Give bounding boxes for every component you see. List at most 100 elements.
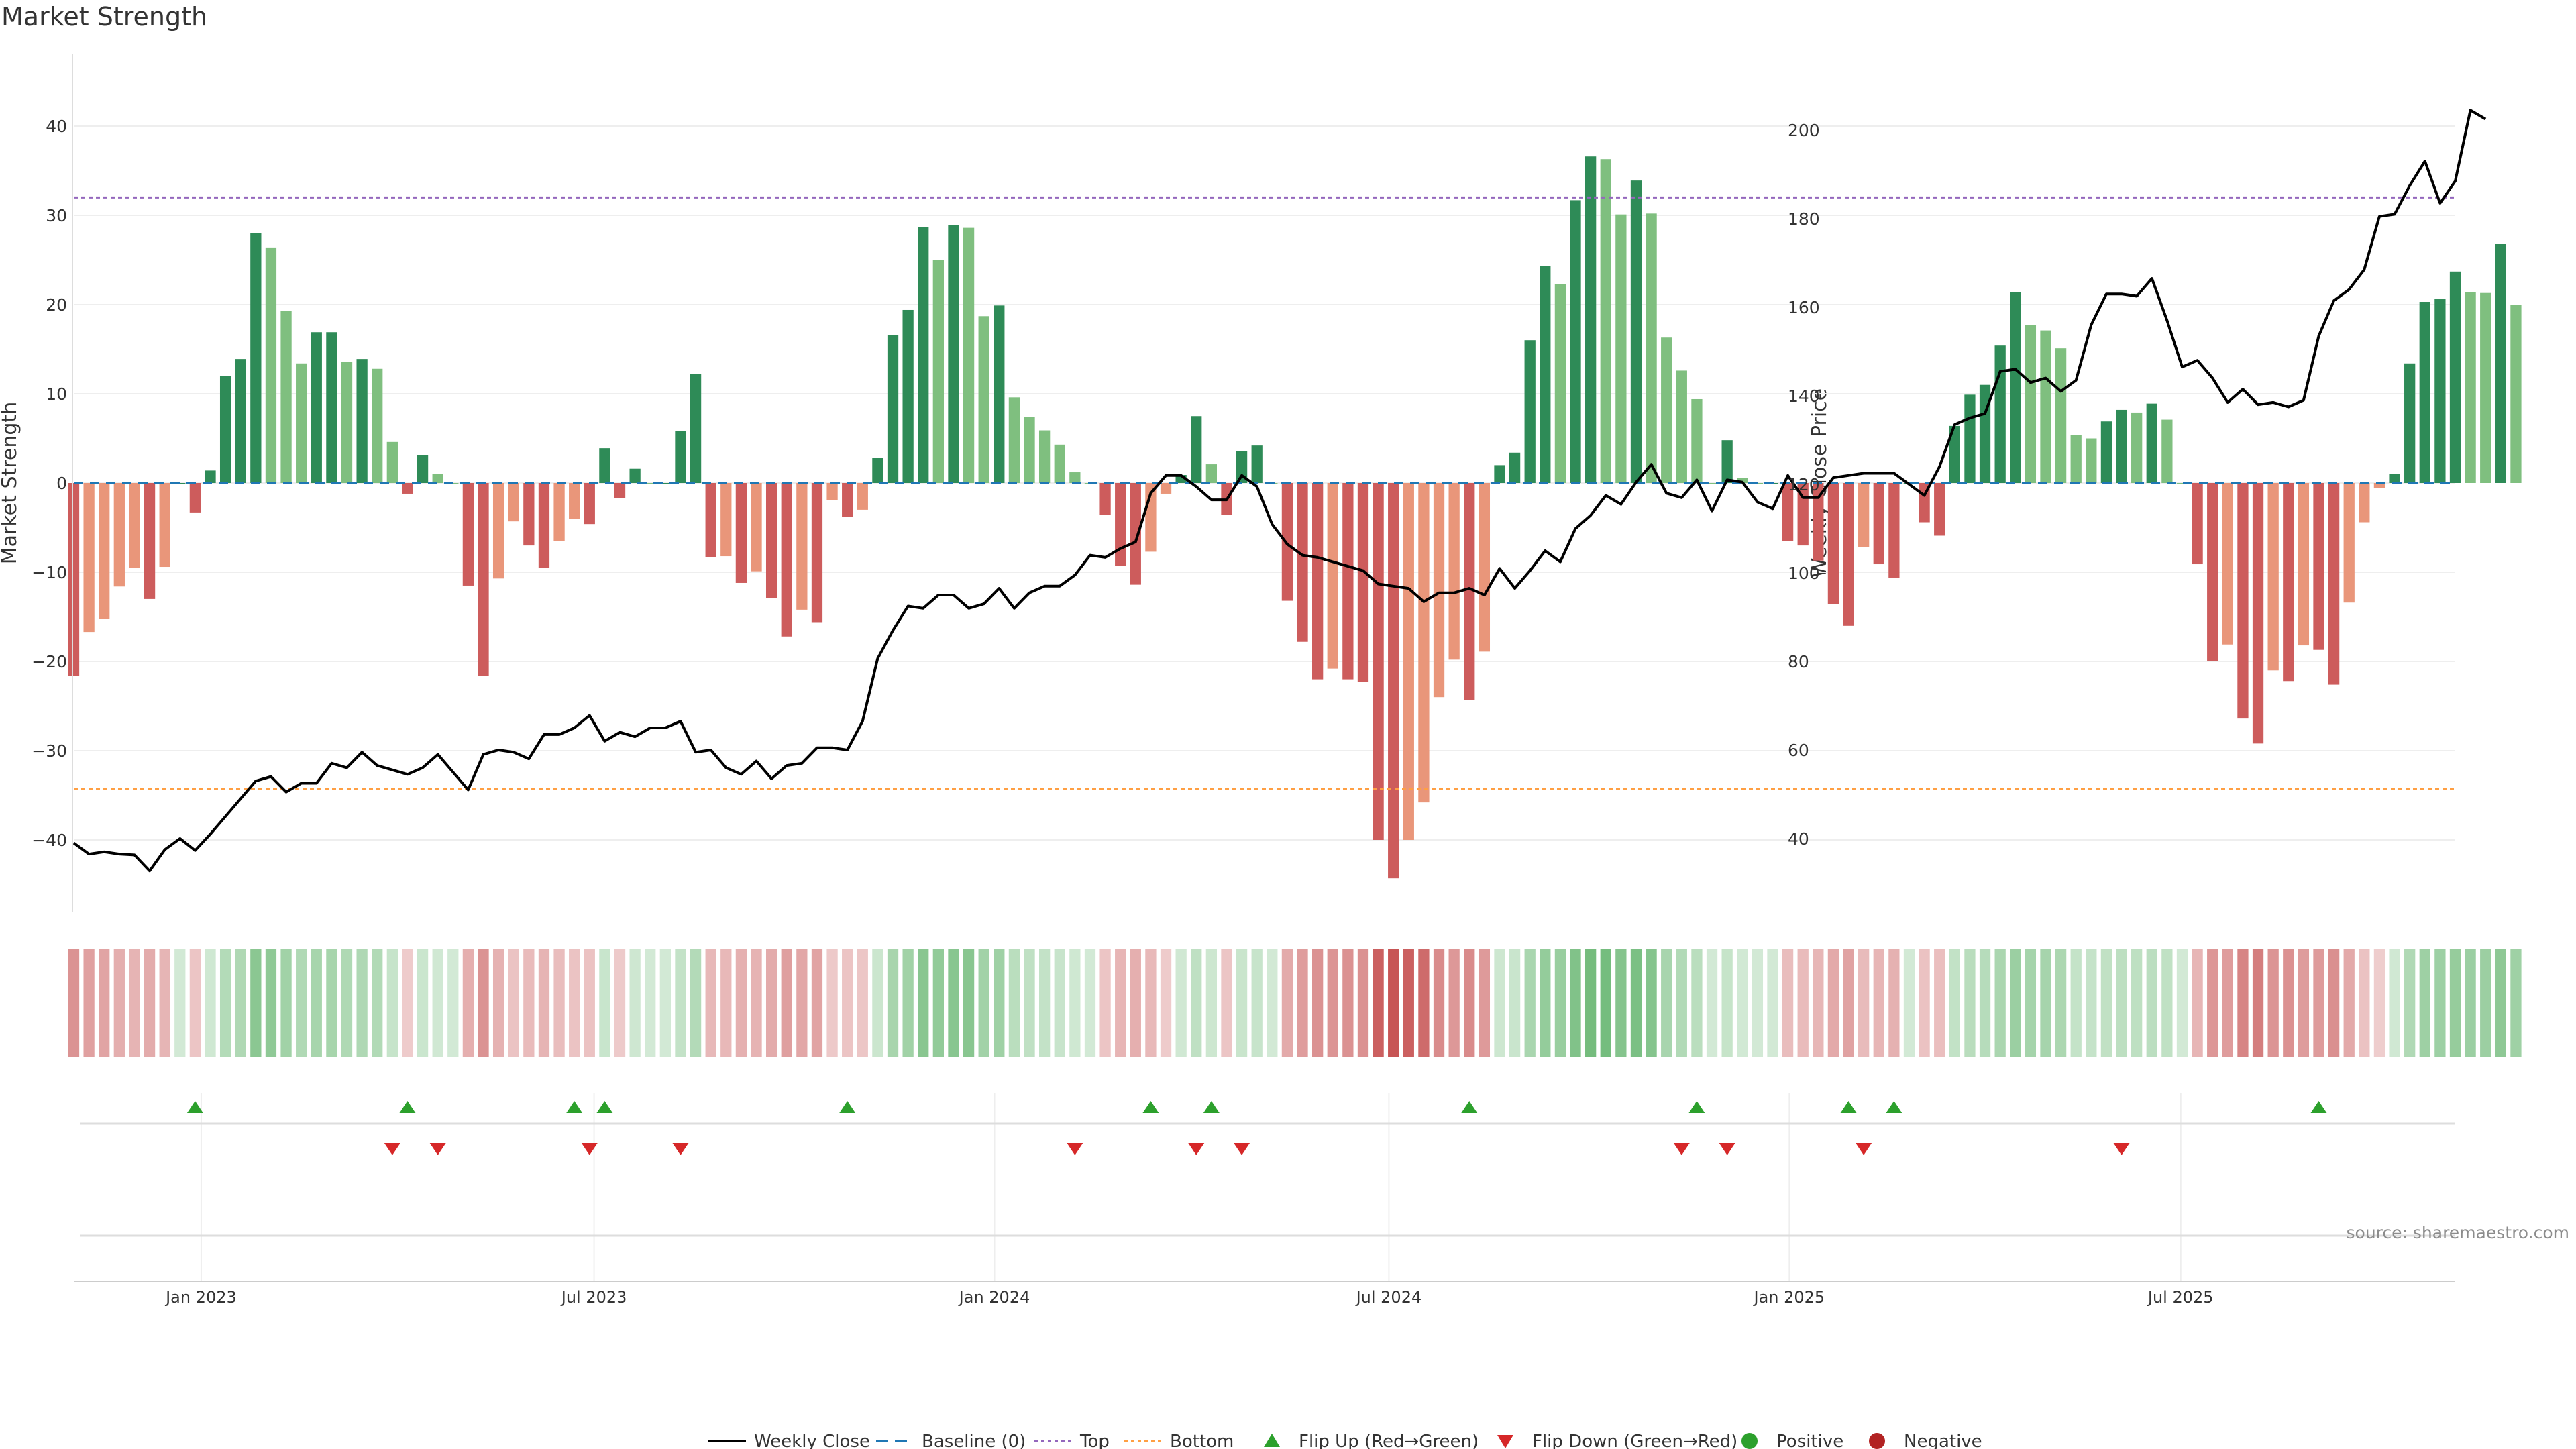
flip-up-marker: [839, 1101, 856, 1113]
heat-cell: [1919, 949, 1930, 1057]
strength-bar: [659, 483, 671, 484]
strength-bar: [1843, 483, 1854, 626]
strength-bar: [341, 362, 353, 483]
strength-bar: [2040, 330, 2051, 483]
heat-cell: [1615, 949, 1627, 1057]
strength-bar: [523, 483, 535, 546]
heat-cell: [1676, 949, 1687, 1057]
strength-bar: [569, 483, 580, 519]
y2-tick-label: 40: [1788, 829, 1809, 849]
strength-bar: [796, 483, 808, 610]
strength-bar: [1479, 483, 1491, 652]
heat-cell: [1464, 949, 1475, 1057]
x-tick-label: Jul 2024: [1355, 1288, 1422, 1307]
y-tick-label: 10: [46, 384, 67, 404]
strength-bar: [918, 227, 929, 483]
source-note: source: sharemaestro.com: [2347, 1223, 2570, 1242]
y-tick-label: 40: [46, 117, 67, 136]
strength-bar: [113, 483, 125, 587]
flip-up-marker: [566, 1101, 583, 1113]
heat-cell: [1099, 949, 1111, 1057]
heat-cell: [2207, 949, 2218, 1057]
heat-cell: [1554, 949, 1566, 1057]
heat-cell: [402, 949, 413, 1057]
strength-bar: [2434, 299, 2446, 483]
y-tick-label: 20: [46, 295, 67, 315]
strength-bar: [1540, 266, 1551, 483]
heat-cell: [902, 949, 914, 1057]
strength-bar: [1858, 483, 1870, 547]
strength-bar: [2176, 483, 2188, 484]
heat-cell: [2222, 949, 2233, 1057]
strength-bar: [311, 332, 322, 483]
strength-bar: [2131, 412, 2143, 483]
legend-label: Flip Down (Green→Red): [1532, 1432, 1737, 1449]
strength-bar: [1099, 483, 1111, 515]
strength-bar: [1570, 200, 1581, 483]
heat-cell: [1191, 949, 1202, 1057]
strength-bar: [1205, 464, 1217, 483]
heat-cell: [2449, 949, 2461, 1057]
flip-up-marker: [399, 1101, 416, 1113]
strength-bar: [1130, 483, 1141, 585]
heat-cell: [341, 949, 353, 1057]
strength-bar: [235, 359, 246, 483]
strength-bar: [1464, 483, 1475, 700]
strength-bar: [1964, 394, 1976, 483]
heat-cell: [1979, 949, 1991, 1057]
strength-bar: [1373, 483, 1384, 840]
heat-cell: [1949, 949, 1960, 1057]
heat-cell: [1115, 949, 1126, 1057]
legend-label: Bottom: [1170, 1432, 1234, 1449]
strength-bar: [1873, 483, 1884, 565]
strength-bar: [1646, 213, 1657, 483]
strength-bar: [765, 483, 777, 598]
heat-cell: [538, 949, 550, 1057]
heat-cell: [2359, 949, 2370, 1057]
strength-bar: [1994, 345, 2006, 483]
flip-down-marker: [1673, 1143, 1690, 1155]
strength-bar: [99, 483, 110, 619]
chart-title: Market Strength: [1, 2, 207, 32]
heat-cell: [645, 949, 656, 1057]
heat-cell: [1267, 949, 1278, 1057]
heat-cell: [1570, 949, 1581, 1057]
heat-cell: [1994, 949, 2006, 1057]
strength-bar: [2419, 302, 2430, 483]
strength-heat-strip: [68, 949, 2522, 1057]
strength-bar: [2283, 483, 2294, 682]
y2-tick-label: 80: [1788, 652, 1809, 672]
strength-bar: [1600, 159, 1611, 483]
heat-cell: [1737, 949, 1748, 1057]
heat-cell: [978, 949, 989, 1057]
axes: 403020100−10−20−30−402001801601401201008…: [32, 54, 2455, 1307]
heat-cell: [1069, 949, 1081, 1057]
heat-cell: [2373, 949, 2385, 1057]
heat-cell: [99, 949, 110, 1057]
strength-bar: [1524, 340, 1536, 483]
heat-cell: [1357, 949, 1369, 1057]
heat-cell: [1691, 949, 1703, 1057]
strength-bar: [857, 483, 868, 510]
strength-bar: [2298, 483, 2310, 646]
strength-bar: [296, 363, 307, 483]
strength-bar: [1615, 214, 1627, 483]
heat-cell: [2434, 949, 2446, 1057]
heat-cell: [356, 949, 368, 1057]
x-tick-label: Jul 2023: [560, 1288, 627, 1307]
heat-cell: [1509, 949, 1521, 1057]
strength-bar: [811, 483, 823, 623]
heat-cell: [144, 949, 156, 1057]
strength-bar: [1024, 417, 1035, 483]
heat-cell: [2313, 949, 2324, 1057]
strength-bar: [1827, 483, 1839, 604]
heat-cell: [129, 949, 140, 1057]
strength-bar: [265, 247, 277, 483]
strength-bar: [1554, 284, 1566, 483]
heat-cell: [720, 949, 732, 1057]
strength-bar: [462, 483, 474, 586]
heat-cell: [994, 949, 1005, 1057]
y-tick-label: −20: [32, 652, 67, 672]
heat-cell: [447, 949, 459, 1057]
flip-up-marker: [1203, 1101, 1220, 1113]
